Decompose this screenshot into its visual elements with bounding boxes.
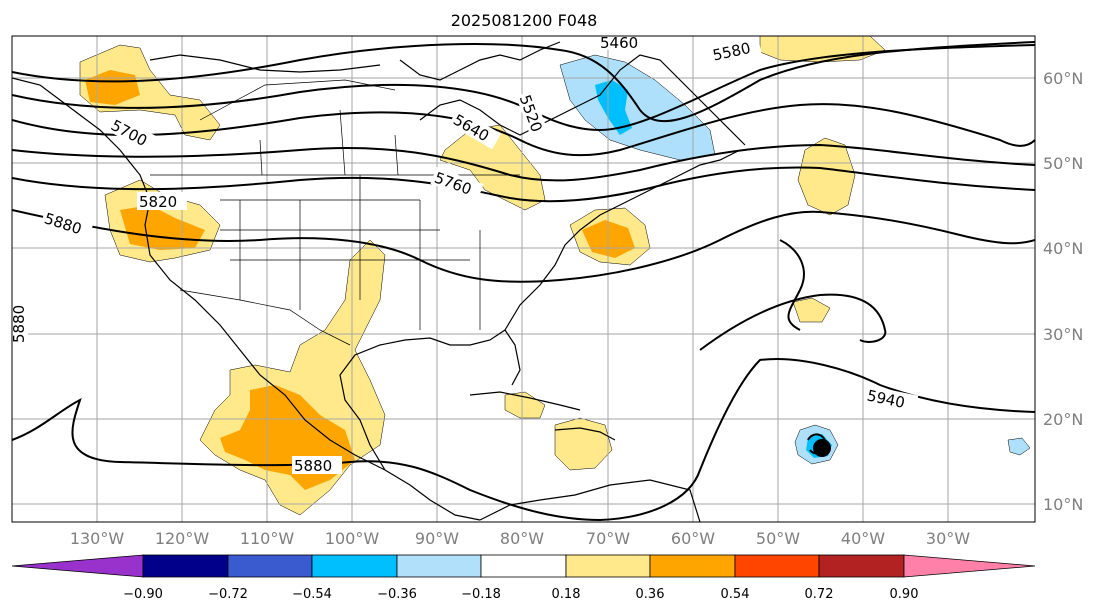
anomaly-region-yellow — [79, 44, 221, 141]
lon-label: 50°W — [756, 529, 800, 548]
lon-label: 90°W — [415, 529, 459, 548]
anomaly-region-yellow — [504, 391, 546, 419]
colorbar-label: 0.72 — [805, 587, 834, 602]
colorbar-label: −0.54 — [292, 587, 332, 602]
lon-label: 120°W — [155, 529, 210, 548]
colorbar — [11, 554, 1036, 578]
lon-label: 80°W — [500, 529, 544, 548]
lon-label: 60°W — [671, 529, 715, 548]
lat-label: 10°N — [1043, 495, 1083, 514]
contour-label: 5820 — [139, 193, 177, 211]
colorbar-extend-min — [11, 554, 144, 578]
chart-title: 2025081200 F048 — [451, 11, 598, 30]
anomaly-region-blue — [595, 80, 632, 135]
colorbar-label: 0.54 — [721, 587, 750, 602]
lat-label: 20°N — [1043, 410, 1083, 429]
colorbar-bin — [227, 554, 313, 578]
anomaly-region-lightblue — [1007, 437, 1031, 456]
longitude-labels: 130°W 120°W 110°W 100°W 90°W 80°W 70°W 6… — [70, 529, 970, 548]
colorbar-labels: −0.90 −0.72 −0.54 −0.36 −0.18 0.18 0.36 … — [123, 587, 918, 602]
colorbar-extend-max — [903, 554, 1036, 578]
colorbar-label: −0.72 — [208, 587, 248, 602]
graticule — [12, 36, 1035, 522]
lat-label: 40°N — [1043, 239, 1083, 258]
colorbar-label: −0.18 — [461, 587, 501, 602]
colorbar-bin — [396, 554, 482, 578]
colorbar-bin — [734, 554, 820, 578]
anomaly-region-yellow — [797, 137, 856, 216]
colorbar-label: −0.90 — [123, 587, 163, 602]
lon-label: 30°W — [926, 529, 970, 548]
lon-label: 70°W — [586, 529, 630, 548]
anomaly-region-yellow — [439, 124, 546, 211]
contour-label: 5880 — [10, 305, 28, 343]
anomaly-region-yellow — [792, 297, 831, 323]
colorbar-bin — [565, 554, 651, 578]
colorbar-bin — [142, 554, 229, 578]
latitude-labels: 60°N 50°N 40°N 30°N 20°N 10°N — [1043, 69, 1083, 514]
lon-label: 130°W — [70, 529, 125, 548]
anomaly-region-orange — [85, 70, 140, 105]
contour-label: 5460 — [600, 34, 638, 52]
colorbar-bin — [311, 554, 398, 578]
map-panel: 5460 5580 5520 5640 5700 5760 5820 5880 … — [10, 34, 1035, 522]
height-contours — [12, 41, 1035, 522]
contour-label: 5880 — [294, 457, 332, 475]
map-frame — [11, 35, 1036, 523]
colorbar-label: 0.36 — [636, 587, 665, 602]
lon-label: 110°W — [240, 529, 295, 548]
colorbar-bin — [818, 554, 905, 578]
hurricane-dot-icon — [813, 439, 831, 457]
colorbar-label: 0.90 — [890, 587, 919, 602]
colorbar-label: −0.36 — [377, 587, 417, 602]
lat-label: 30°N — [1043, 325, 1083, 344]
colorbar-label: 0.18 — [552, 587, 581, 602]
colorbar-bin — [649, 554, 736, 578]
lon-label: 40°W — [841, 529, 885, 548]
lat-label: 60°N — [1043, 69, 1083, 88]
colorbar-bin — [480, 554, 567, 578]
lat-label: 50°N — [1043, 154, 1083, 173]
lon-label: 100°W — [325, 529, 380, 548]
